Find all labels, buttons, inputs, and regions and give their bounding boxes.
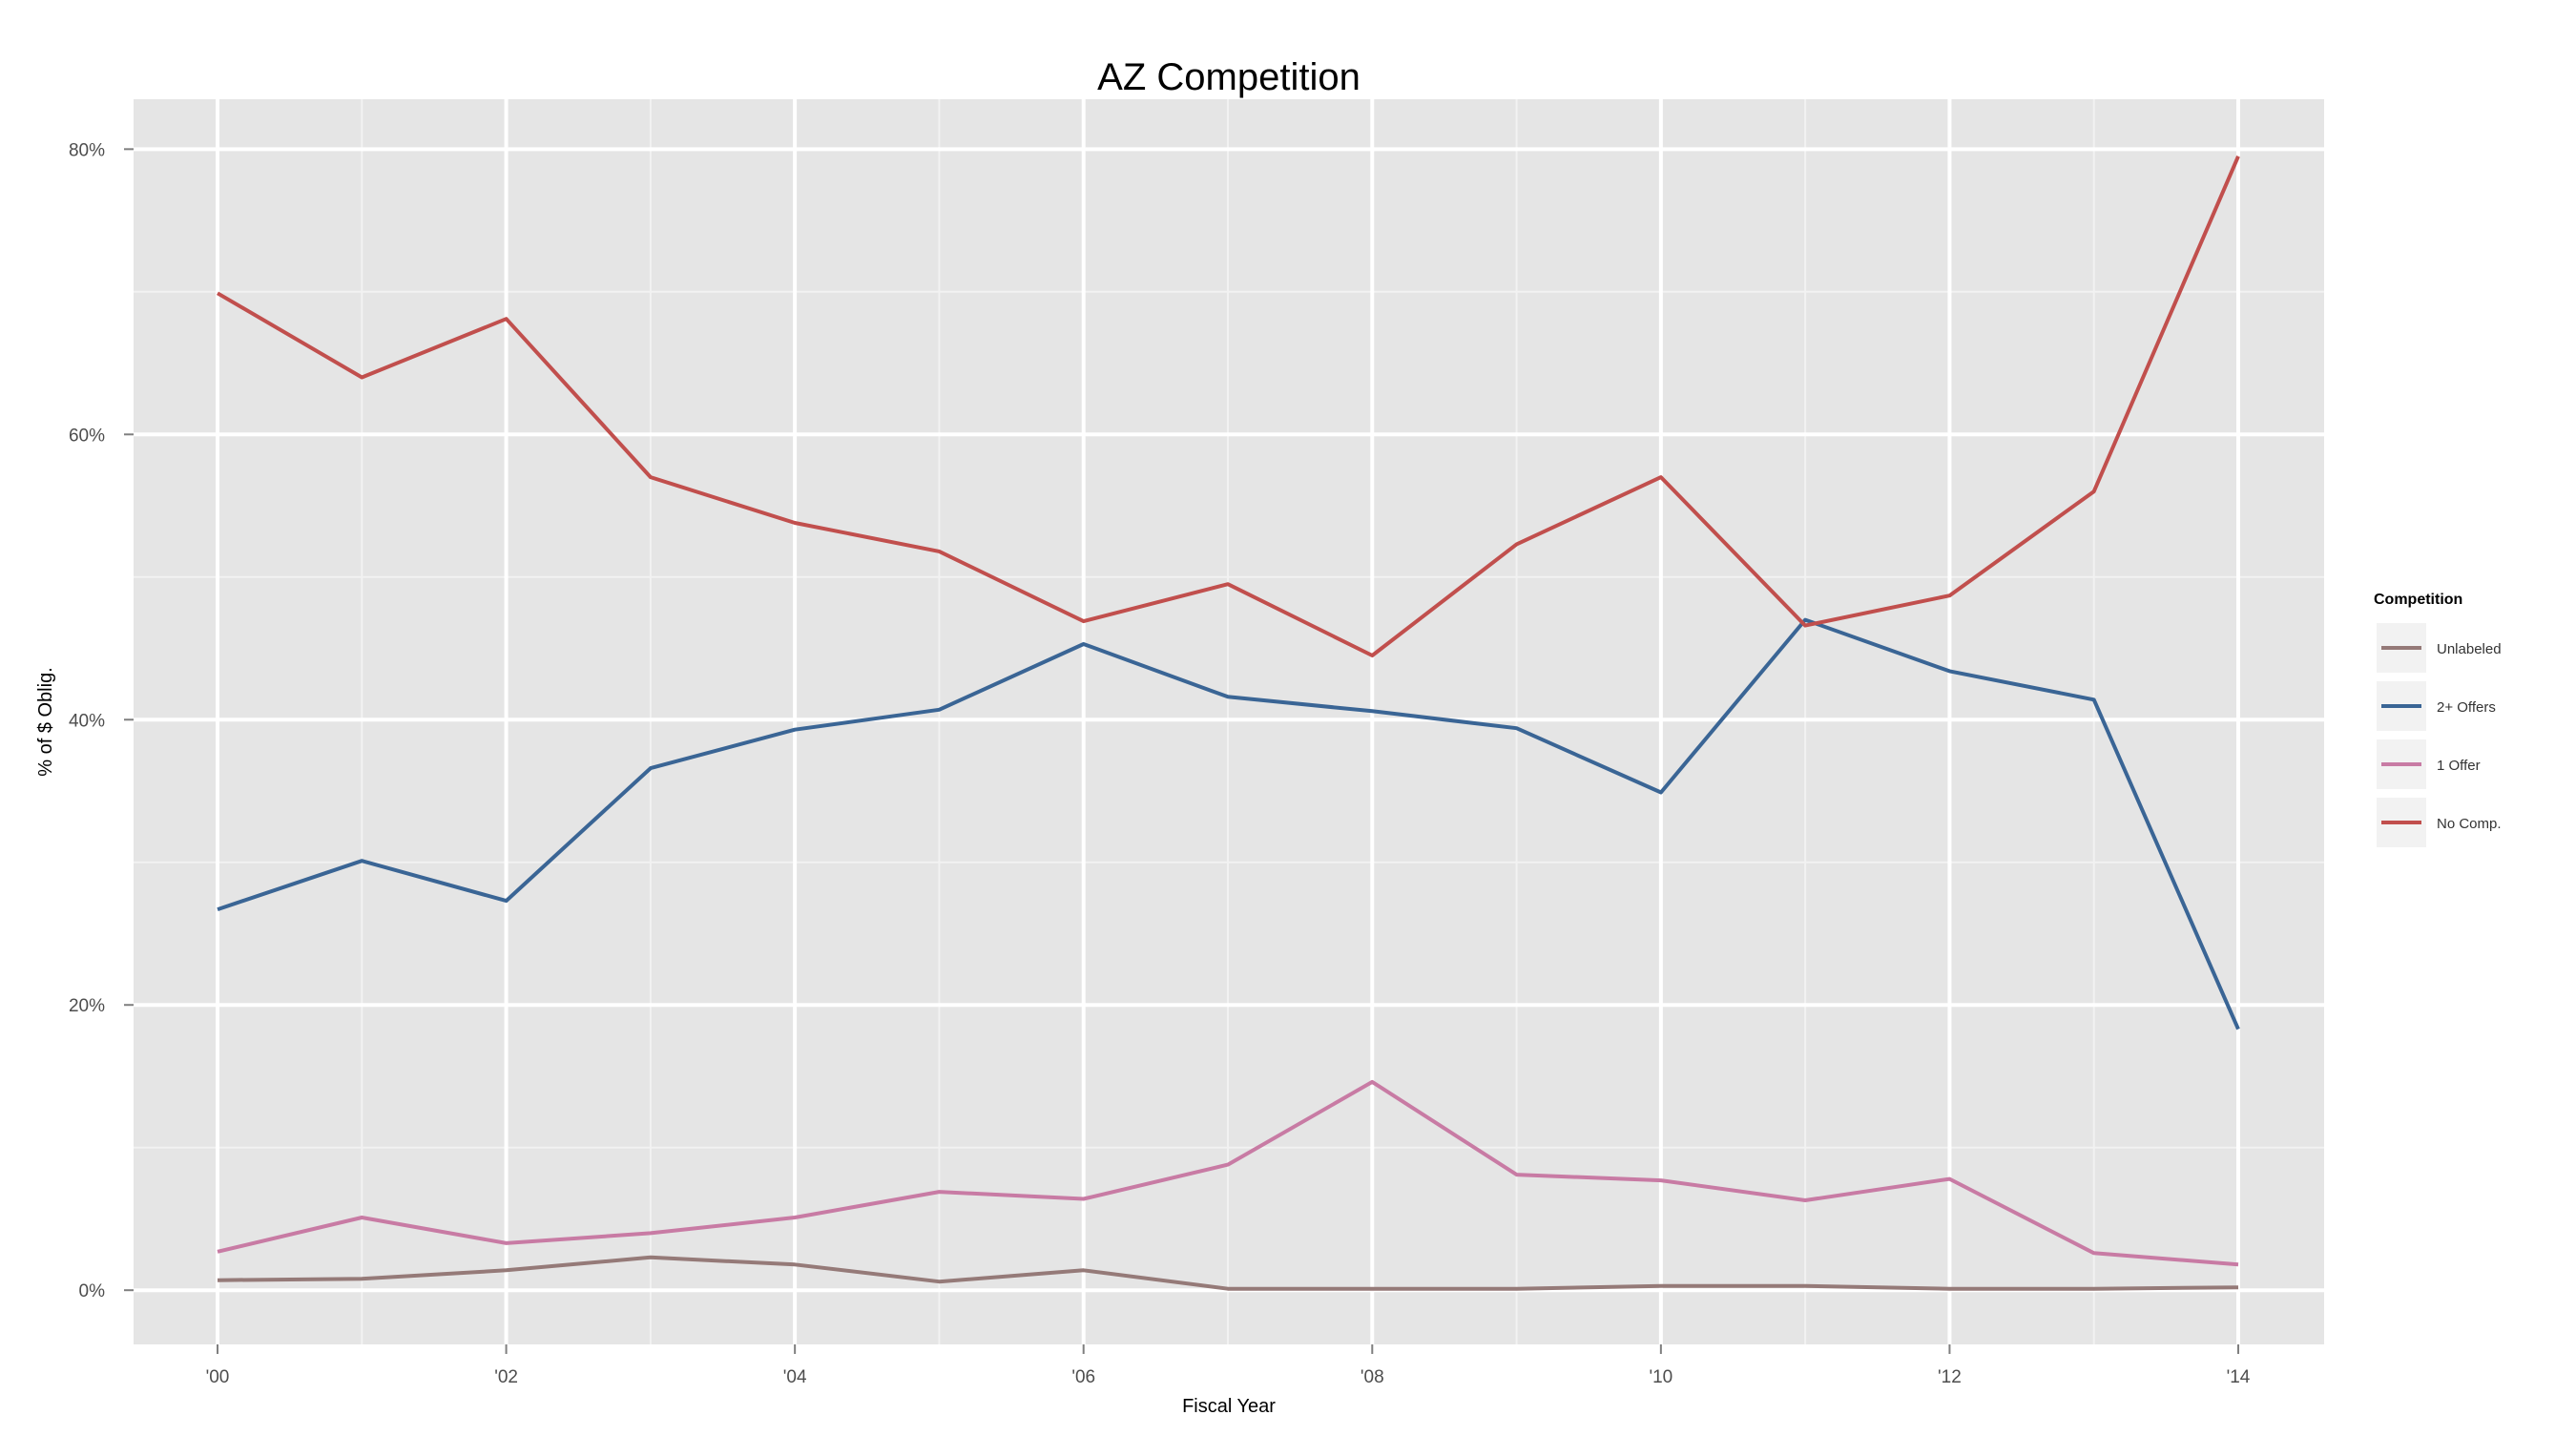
series-line-no-comp	[216, 156, 2240, 657]
series-line-1-offer	[217, 1079, 2239, 1267]
y-axis-tick-labels: 0% 20% 40% 60% 80%	[69, 140, 105, 1301]
chart-title: AZ Competition	[1097, 56, 1361, 98]
axis-ticks	[124, 148, 2239, 1354]
y-tick-label: 80%	[69, 140, 105, 160]
legend-label-no-comp: No Comp.	[2437, 816, 2502, 832]
y-tick-label: 20%	[69, 996, 105, 1016]
y-tick-label: 0%	[79, 1281, 106, 1301]
legend-label-unlabeled: Unlabeled	[2437, 641, 2502, 657]
x-tick-label: '12	[1938, 1367, 1962, 1387]
minor-grid	[134, 99, 2324, 1344]
x-tick-label: '10	[1649, 1367, 1672, 1387]
x-tick-label: '02	[494, 1367, 518, 1387]
legend-label-2-offers: 2+ Offers	[2437, 699, 2496, 716]
legend-label-1-offer: 1 Offer	[2437, 758, 2481, 774]
x-tick-label: '14	[2227, 1367, 2251, 1387]
x-axis-title: Fiscal Year	[1182, 1396, 1276, 1417]
series-lines	[216, 156, 2240, 1291]
x-tick-label: '08	[1361, 1367, 1384, 1387]
legend-title: Competition	[2374, 592, 2462, 608]
y-tick-label: 60%	[69, 426, 105, 446]
y-tick-label: 40%	[69, 711, 105, 731]
legend-items: Unlabeled 2+ Offers 1 Offer No Comp.	[2375, 621, 2502, 849]
x-axis-tick-labels: '00 '02 '04 '06 '08 '10 '12 '14	[206, 1367, 2251, 1387]
series-line-2-offers	[217, 617, 2240, 1030]
x-tick-label: '04	[783, 1367, 807, 1387]
legend: Competition Unlabeled 2+ Offers 1 Offer No …	[2374, 592, 2502, 849]
x-tick-label: '06	[1071, 1367, 1095, 1387]
x-tick-label: '00	[206, 1367, 230, 1387]
series-line-unlabeled	[217, 1255, 2239, 1291]
y-axis-title: % of $ Oblig.	[35, 667, 56, 777]
